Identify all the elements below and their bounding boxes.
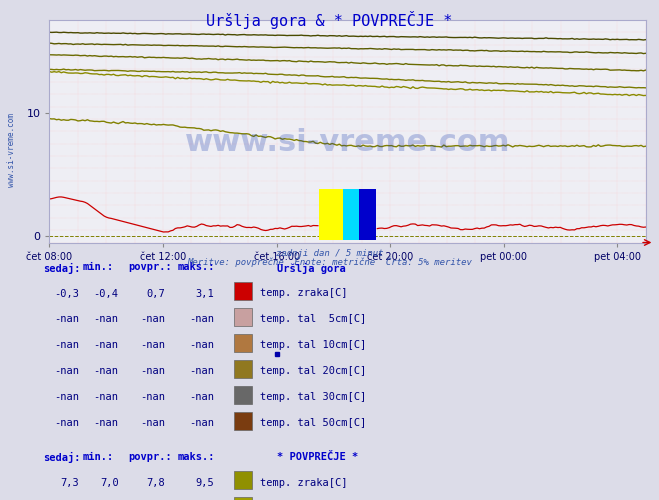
Text: -nan: -nan xyxy=(94,314,119,324)
Bar xyxy=(343,190,359,240)
Text: maks.:: maks.: xyxy=(178,262,215,272)
Text: -nan: -nan xyxy=(94,340,119,350)
Text: -nan: -nan xyxy=(94,418,119,428)
Text: 7,3: 7,3 xyxy=(61,478,79,488)
Text: 7,0: 7,0 xyxy=(100,478,119,488)
Text: www.si-vreme.com: www.si-vreme.com xyxy=(185,128,510,157)
Text: maks.:: maks.: xyxy=(178,452,215,462)
Text: temp. tal 20cm[C]: temp. tal 20cm[C] xyxy=(260,366,366,376)
Text: -nan: -nan xyxy=(189,340,214,350)
Text: temp. tal 10cm[C]: temp. tal 10cm[C] xyxy=(260,340,366,350)
Text: Uršlja gora: Uršlja gora xyxy=(277,262,345,274)
Text: 3,1: 3,1 xyxy=(196,288,214,298)
Text: www.si-vreme.com: www.si-vreme.com xyxy=(7,113,16,187)
Text: -nan: -nan xyxy=(54,366,79,376)
Text: -nan: -nan xyxy=(54,340,79,350)
Text: -nan: -nan xyxy=(54,418,79,428)
Text: -0,3: -0,3 xyxy=(54,288,79,298)
Text: temp. tal  5cm[C]: temp. tal 5cm[C] xyxy=(260,314,366,324)
Text: -nan: -nan xyxy=(189,366,214,376)
Text: -nan: -nan xyxy=(140,366,165,376)
Text: -nan: -nan xyxy=(94,392,119,402)
Text: sedaj:: sedaj: xyxy=(43,262,80,274)
Text: 0,7: 0,7 xyxy=(146,288,165,298)
Text: -nan: -nan xyxy=(189,392,214,402)
Text: min.:: min.: xyxy=(82,262,113,272)
Text: 7,8: 7,8 xyxy=(146,478,165,488)
Text: zadnji dan / 5 minut: zadnji dan / 5 minut xyxy=(275,249,384,258)
Text: temp. tal 50cm[C]: temp. tal 50cm[C] xyxy=(260,418,366,428)
Text: Uršlja gora & * POVPREČJE *: Uršlja gora & * POVPREČJE * xyxy=(206,11,453,29)
Text: * POVPREČJE *: * POVPREČJE * xyxy=(277,452,358,462)
Bar xyxy=(359,190,376,240)
Text: -nan: -nan xyxy=(140,392,165,402)
Text: temp. zraka[C]: temp. zraka[C] xyxy=(260,478,348,488)
Text: sedaj:: sedaj: xyxy=(43,452,80,463)
Text: 9,5: 9,5 xyxy=(196,478,214,488)
Text: -0,4: -0,4 xyxy=(94,288,119,298)
Text: min.:: min.: xyxy=(82,452,113,462)
Text: povpr.:: povpr.: xyxy=(129,452,172,462)
Text: temp. zraka[C]: temp. zraka[C] xyxy=(260,288,348,298)
Text: -nan: -nan xyxy=(140,314,165,324)
Text: -nan: -nan xyxy=(140,418,165,428)
Text: Meritve: povprečne  Enote: metrične  Črta: 5% meritev: Meritve: povprečne Enote: metrične Črta:… xyxy=(187,256,472,267)
Text: -nan: -nan xyxy=(54,392,79,402)
Text: -nan: -nan xyxy=(94,366,119,376)
Text: -nan: -nan xyxy=(54,314,79,324)
Bar xyxy=(319,190,343,240)
Text: -nan: -nan xyxy=(189,314,214,324)
Text: temp. tal 30cm[C]: temp. tal 30cm[C] xyxy=(260,392,366,402)
Text: povpr.:: povpr.: xyxy=(129,262,172,272)
Text: -nan: -nan xyxy=(140,340,165,350)
Text: -nan: -nan xyxy=(189,418,214,428)
